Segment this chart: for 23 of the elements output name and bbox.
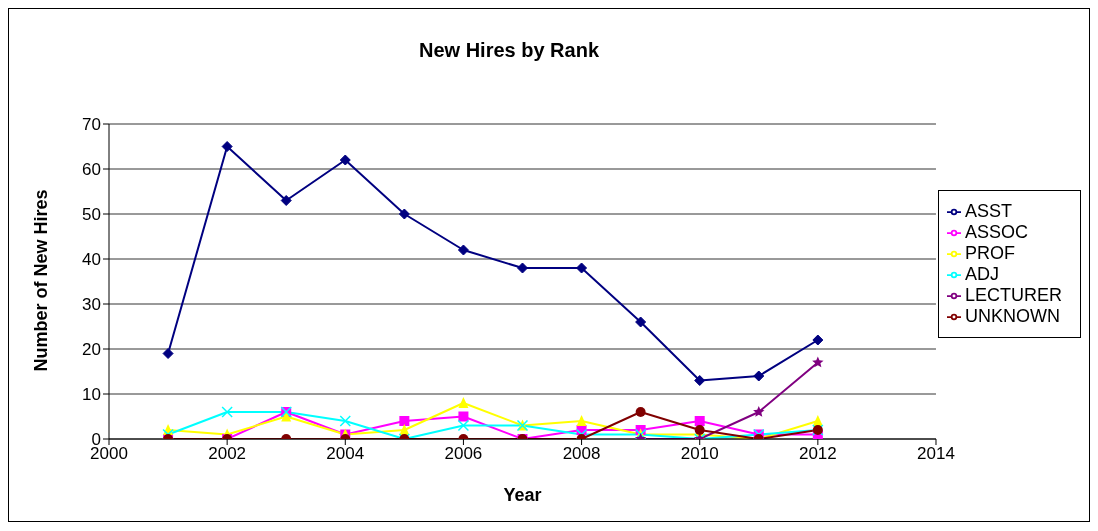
chart-title: New Hires by Rank [417,39,601,62]
x-axis-title: Year [503,485,542,505]
x-tick-label: 2002 [208,444,247,464]
y-tick-label: 40 [82,250,101,270]
x-tick-label: 2006 [444,444,483,464]
y-tick-label: 60 [82,160,101,180]
legend-label: ADJ [964,264,999,284]
y-tick-label: 70 [82,115,101,135]
y-tick-label: 10 [82,385,101,405]
legend-label: ASST [964,201,1012,221]
x-tick-label: 2004 [326,444,365,464]
x-tick-label: 2010 [680,444,719,464]
x-tick-label: 2014 [917,444,955,464]
y-tick-label: 50 [82,205,101,225]
y-axis-title: Number of New Hires [31,189,52,372]
x-tick-label: 2012 [798,444,837,464]
legend-label: ASSOC [964,222,1029,242]
legend-label: LECTURER [964,285,1062,305]
x-tick-label: 2008 [562,444,601,464]
y-tick-label: 20 [82,340,101,360]
y-tick-label: 30 [82,295,101,315]
legend-label: PROF [964,243,1015,263]
legend-label: UNKNOWN [964,306,1060,326]
